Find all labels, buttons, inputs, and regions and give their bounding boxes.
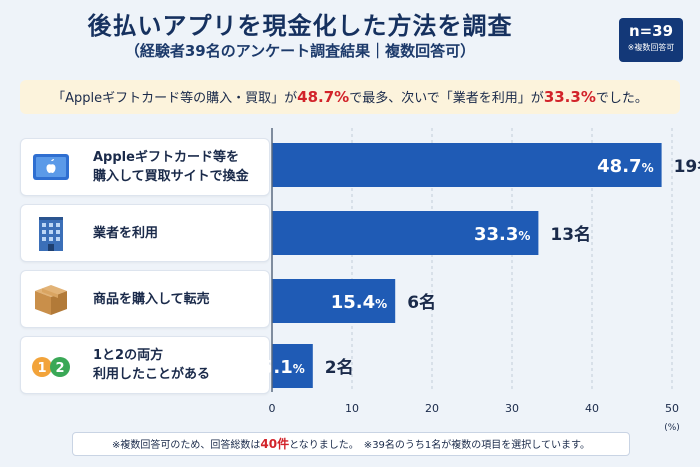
category-label-3: 商品を購入して転売 [93, 271, 265, 327]
summary-text-1: 「Appleギフトカード等の購入・買取」が [52, 91, 298, 106]
category-card-1: Appleギフトカード等を 購入して買取サイトで換金 [20, 138, 270, 196]
summary-value-2: 33.3% [543, 88, 596, 106]
bar [272, 344, 313, 388]
bar-count-label: 19名 [674, 156, 700, 177]
bar-count-label: 2名 [325, 357, 354, 378]
category-label-2-line1: 業者を利用 [93, 225, 159, 241]
bar-value-label: 33.3% [474, 224, 530, 245]
category-label-4: 1と2の両方 利用したことがある [93, 337, 265, 393]
office-building-icon [39, 217, 63, 251]
sample-size: n=39 [628, 22, 674, 40]
page-title: 後払いアプリを現金化した方法を調査 [87, 12, 513, 40]
summary-banner: 「Appleギフトカード等の購入・買取」が48.7%で最多、次いで「業者を利用」… [20, 80, 680, 114]
x-tick-label: 20 [425, 402, 439, 415]
footnote-text-2: となりました。 ※39名のうち1名が複数の項目を選択しています。 [289, 440, 590, 451]
cardboard-box-icon [35, 285, 67, 315]
bar-value-label: 5.1% [261, 357, 305, 378]
sample-size-badge: n=39 ※複数回答可 [619, 18, 683, 62]
x-axis-unit: (%) [664, 423, 680, 433]
category-label-3-line1: 商品を購入して転売 [93, 291, 210, 307]
category-label-1-line2: 購入して買取サイトで換金 [93, 169, 249, 184]
summary-value-1: 48.7% [297, 88, 350, 106]
bar-count-label: 6名 [407, 292, 436, 313]
bar [272, 143, 662, 187]
summary-text-3: でした。 [595, 91, 648, 106]
category-card-3: 商品を購入して転売 [20, 270, 270, 328]
x-tick-label: 10 [345, 402, 359, 415]
bar [272, 211, 539, 255]
svg-text:1: 1 [37, 361, 46, 376]
bar-value-label: 48.7% [597, 156, 653, 177]
x-tick-label: 40 [585, 402, 599, 415]
x-tick-label: 30 [505, 402, 519, 415]
sample-size-note: ※複数回答可 [627, 43, 675, 52]
page-subtitle: （経験者39名のアンケート調査結果｜複数回答可） [124, 42, 476, 60]
bar [272, 279, 396, 323]
category-label-4-line2: 利用したことがある [93, 367, 211, 382]
category-card-2: 業者を利用 [20, 204, 270, 262]
x-tick-label: 0 [269, 402, 276, 415]
category-label-1-line1: Appleギフトカード等を [93, 150, 239, 165]
tablet-apple-icon [33, 154, 69, 180]
footnote: ※複数回答可のため、回答総数は40件となりました。 ※39名のうち1名が複数の項… [72, 432, 630, 456]
footnote-text-1: ※複数回答可のため、回答総数は [112, 440, 261, 451]
category-label-4-line1: 1と2の両方 [93, 348, 164, 363]
bar-value-label: 15.4% [331, 292, 387, 313]
footnote-value: 40件 [260, 437, 290, 451]
category-card-4: 1 2 1と2の両方 利用したことがある [20, 336, 270, 394]
x-tick-label: 50 [665, 402, 679, 415]
bar-count-label: 13名 [550, 224, 591, 245]
number-1-2-icon: 1 2 [32, 357, 70, 377]
summary-text-2: で最多、次いで「業者を利用」が [349, 91, 544, 106]
category-label-2: 業者を利用 [93, 205, 265, 261]
svg-text:2: 2 [55, 361, 64, 376]
category-label-1: Appleギフトカード等を 購入して買取サイトで換金 [93, 139, 265, 195]
